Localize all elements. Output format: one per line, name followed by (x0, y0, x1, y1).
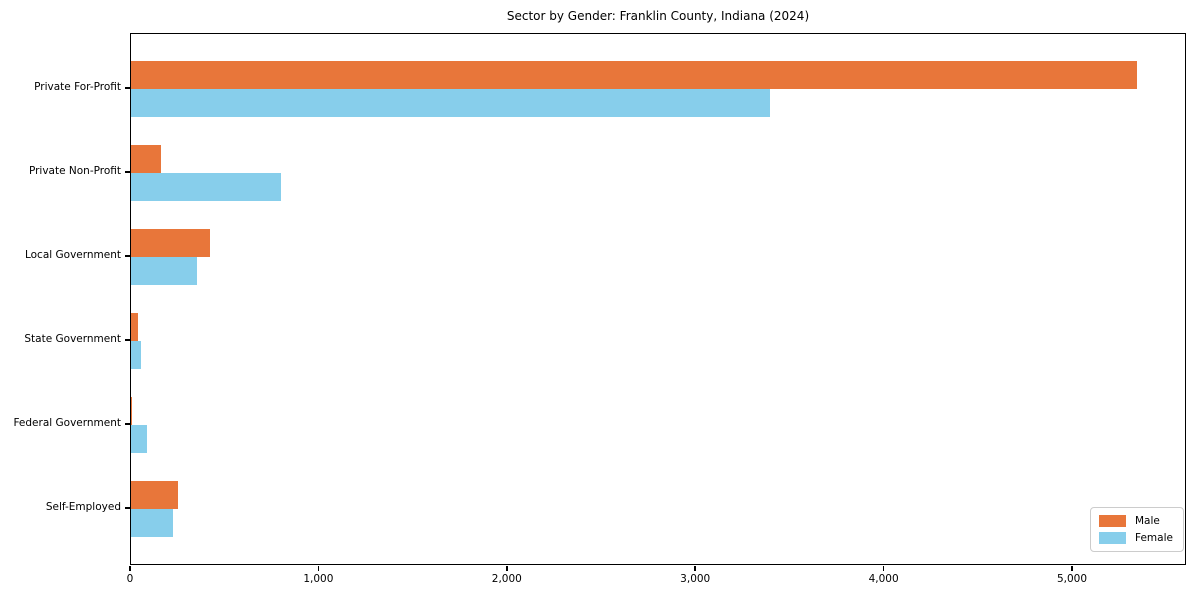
bar-male-private-non-profit (131, 145, 162, 173)
bar-female-state-government (131, 341, 142, 369)
bar-female-federal-government (131, 425, 147, 453)
bar-female-private-for-profit (131, 89, 770, 117)
bar-female-private-non-profit (131, 173, 281, 201)
bar-male-local-government (131, 229, 211, 257)
bar-male-state-government (131, 313, 138, 341)
legend-swatch-male (1099, 515, 1126, 527)
x-tick-0 (129, 566, 131, 571)
bar-female-local-government (131, 257, 197, 285)
legend-item-male: Male (1099, 515, 1173, 527)
bar-male-self-employed (131, 481, 179, 509)
bar-male-private-for-profit (131, 61, 1138, 89)
legend-label-female: Female (1135, 532, 1173, 544)
plot-area (130, 33, 1186, 565)
y-tick-private-for-profit (125, 87, 130, 89)
x-label-4000: 4,000 (868, 573, 899, 585)
x-tick-1000 (317, 566, 320, 571)
x-label-0: 0 (126, 573, 134, 585)
y-label-local-government: Local Government (24, 249, 121, 261)
legend-item-female: Female (1099, 532, 1173, 544)
y-label-federal-government: Federal Government (13, 417, 121, 429)
y-tick-federal-government (125, 423, 130, 425)
chart-title: Sector by Gender: Franklin County, India… (506, 9, 810, 23)
x-label-3000: 3,000 (680, 573, 711, 585)
bar-female-self-employed (131, 509, 174, 537)
y-tick-self-employed (125, 507, 130, 509)
bar-male-federal-government (131, 397, 132, 425)
legend-label-male: Male (1135, 515, 1160, 527)
y-label-private-for-profit: Private For-Profit (34, 81, 121, 93)
y-label-state-government: State Government (24, 333, 121, 345)
y-label-self-employed: Self-Employed (45, 501, 121, 513)
x-label-5000: 5,000 (1056, 573, 1088, 585)
x-label-1000: 1,000 (303, 573, 334, 585)
y-tick-local-government (125, 255, 130, 257)
y-label-private-non-profit: Private Non-Profit (28, 165, 121, 177)
y-tick-private-non-profit (125, 171, 130, 173)
x-tick-4000 (882, 566, 885, 571)
legend-swatch-female (1099, 532, 1126, 544)
x-tick-2000 (506, 566, 508, 571)
x-label-2000: 2,000 (491, 573, 522, 585)
x-tick-5000 (1071, 566, 1073, 571)
x-tick-3000 (694, 566, 696, 571)
legend: Male Female (1090, 507, 1184, 552)
y-tick-state-government (125, 339, 130, 341)
